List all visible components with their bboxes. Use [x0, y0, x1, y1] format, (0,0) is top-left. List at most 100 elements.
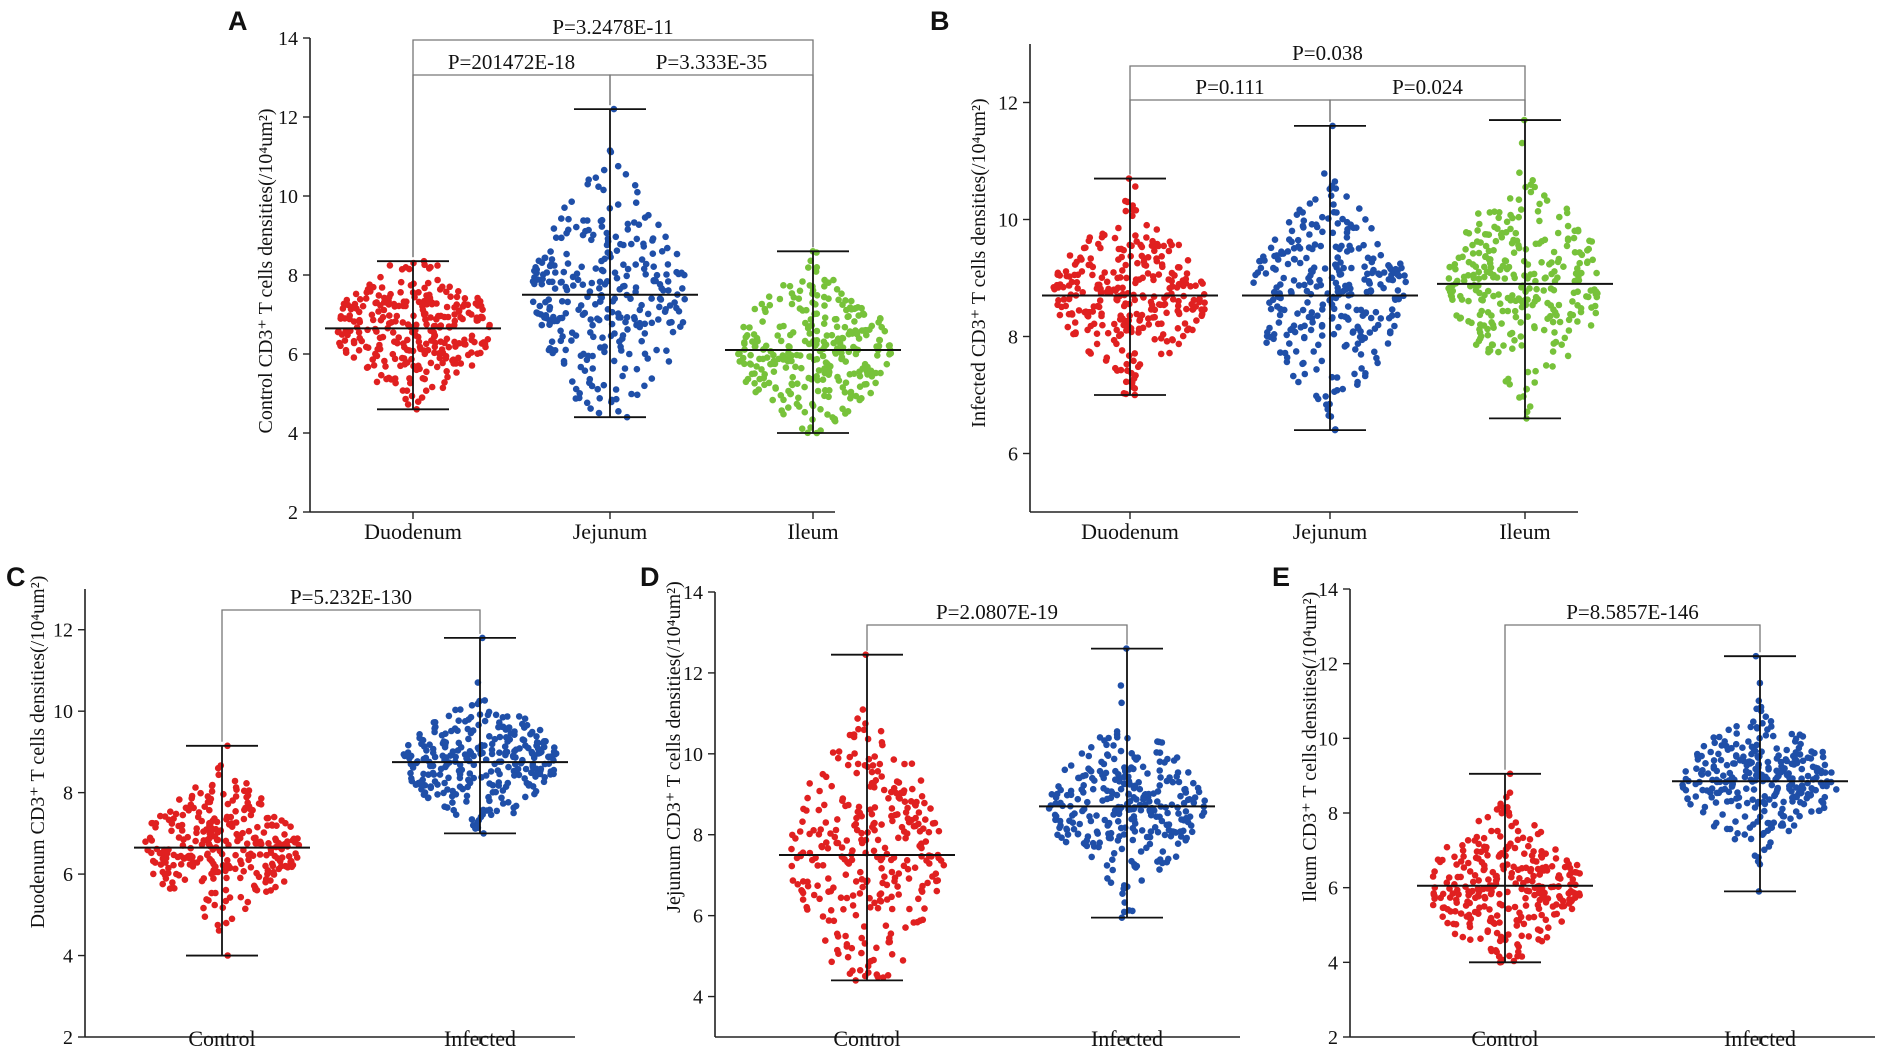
- data-point: [644, 310, 652, 318]
- data-point: [1114, 837, 1122, 844]
- data-point: [788, 380, 795, 388]
- data-point: [799, 896, 807, 903]
- data-point: [834, 839, 842, 847]
- data-point: [827, 830, 834, 837]
- data-point: [1309, 268, 1316, 276]
- data-point: [1161, 831, 1169, 839]
- data-point: [417, 779, 424, 786]
- data-point: [1341, 343, 1349, 350]
- data-point: [466, 770, 474, 777]
- data-point: [1592, 309, 1600, 317]
- data-point: [662, 233, 669, 241]
- data-point: [1734, 830, 1741, 837]
- data-point: [1495, 953, 1503, 960]
- data-point: [1129, 202, 1136, 209]
- data-point: [860, 923, 868, 930]
- data-point: [1171, 272, 1178, 279]
- data-point: [1348, 264, 1355, 272]
- data-point: [263, 888, 270, 895]
- data-point: [1521, 850, 1528, 857]
- data-point: [1136, 317, 1143, 324]
- data-point: [1374, 321, 1382, 329]
- data-point: [1131, 782, 1139, 790]
- data-point: [1300, 217, 1308, 224]
- data-point: [1119, 890, 1126, 897]
- data-point: [1459, 847, 1467, 854]
- data-point: [262, 878, 269, 886]
- data-point: [1747, 835, 1755, 843]
- data-point: [441, 379, 448, 386]
- data-point: [833, 930, 841, 938]
- data-point: [1550, 286, 1558, 294]
- data-point: [1505, 931, 1512, 938]
- data-point: [356, 296, 364, 303]
- data-point: [1377, 281, 1384, 288]
- y-tick-label: 10: [1318, 728, 1338, 750]
- data-point: [405, 741, 412, 749]
- x-category-label: Control: [188, 1026, 255, 1051]
- data-point: [626, 350, 633, 358]
- data-point: [1470, 274, 1478, 282]
- data-point: [233, 830, 240, 838]
- data-point: [1449, 890, 1457, 897]
- data-point: [1124, 198, 1131, 206]
- data-point: [1564, 222, 1572, 230]
- data-point: [1145, 321, 1153, 328]
- data-point: [1068, 278, 1076, 286]
- data-point: [556, 314, 564, 322]
- data-point: [475, 817, 483, 824]
- data-point: [491, 735, 499, 743]
- data-point: [520, 737, 528, 744]
- data-point: [421, 261, 428, 269]
- data-point: [801, 408, 809, 416]
- data-point: [148, 819, 155, 827]
- data-point: [920, 825, 927, 832]
- data-point: [895, 891, 902, 898]
- data-point: [530, 764, 538, 772]
- data-point: [1445, 874, 1453, 881]
- data-point: [1319, 213, 1326, 221]
- data-point: [852, 878, 860, 885]
- data-point: [1110, 269, 1117, 276]
- data-point: [1471, 872, 1479, 879]
- data-point: [1459, 933, 1467, 941]
- data-point: [443, 288, 450, 296]
- data-point: [1129, 907, 1136, 915]
- data-point: [1587, 322, 1595, 329]
- data-point: [1703, 787, 1711, 794]
- data-point: [461, 718, 469, 725]
- data-point: [456, 783, 464, 790]
- data-point: [1122, 390, 1130, 398]
- data-point: [441, 743, 449, 751]
- data-point: [1309, 319, 1316, 326]
- data-point: [825, 875, 832, 882]
- data-point: [609, 298, 617, 305]
- data-point: [1181, 320, 1189, 327]
- data-point: [1466, 868, 1474, 875]
- data-point: [613, 247, 621, 254]
- data-point: [1475, 249, 1483, 257]
- data-point: [370, 362, 378, 369]
- data-point: [1518, 885, 1525, 893]
- data-point: [1085, 752, 1093, 760]
- data-point: [1715, 750, 1722, 758]
- data-point: [1481, 263, 1488, 271]
- data-point: [1750, 786, 1758, 793]
- data-point: [214, 764, 222, 772]
- data-point: [1108, 788, 1115, 795]
- data-point: [1475, 817, 1483, 825]
- data-point: [623, 314, 631, 321]
- data-point: [858, 949, 865, 957]
- data-point: [601, 343, 608, 351]
- data-point: [1828, 769, 1835, 776]
- data-point: [343, 296, 351, 304]
- data-point: [1551, 329, 1558, 336]
- data-point: [844, 408, 852, 415]
- data-point: [1131, 350, 1139, 357]
- data-point: [422, 387, 430, 395]
- data-point: [1168, 336, 1176, 343]
- data-point: [638, 256, 646, 263]
- data-point: [1538, 259, 1545, 266]
